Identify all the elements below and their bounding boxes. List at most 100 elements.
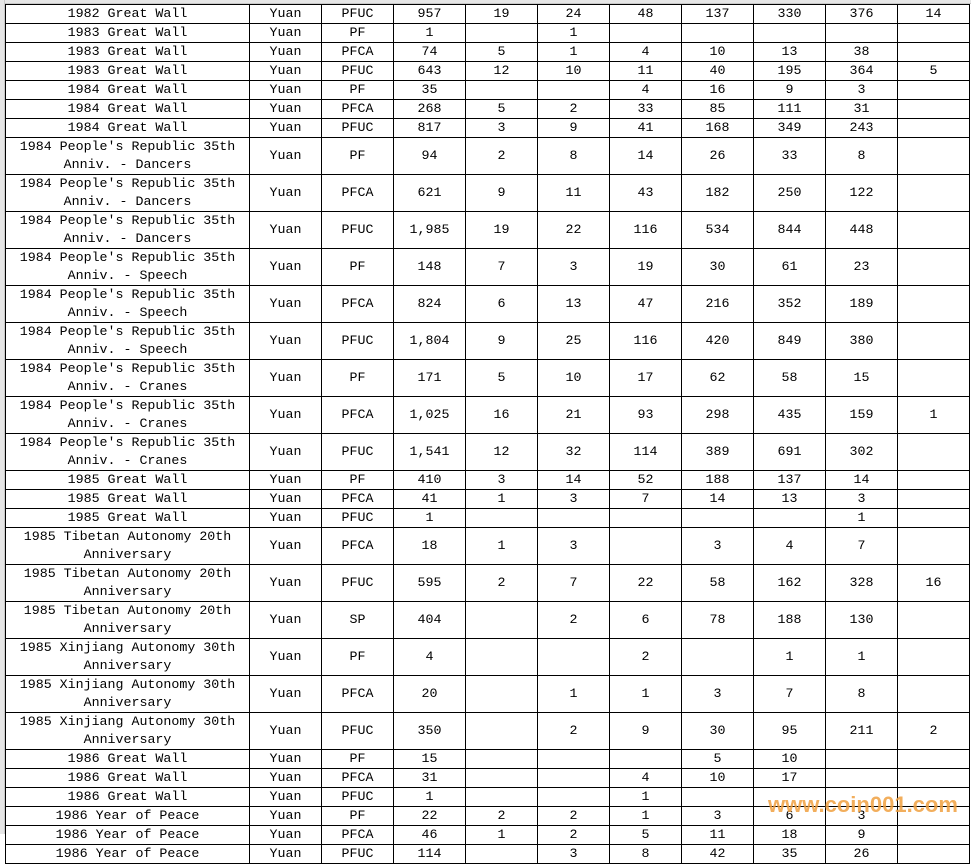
count-cell[interactable] — [753, 787, 826, 807]
count-cell[interactable]: 43 — [609, 174, 682, 212]
count-cell[interactable]: 32 — [537, 433, 610, 471]
count-cell[interactable]: 12 — [465, 61, 538, 81]
count-cell[interactable]: 1,985 — [393, 211, 466, 249]
currency-cell[interactable]: Yuan — [249, 806, 322, 826]
issue-name-cell[interactable]: 1984 People's Republic 35th Anniv. - Dan… — [5, 211, 250, 249]
count-cell[interactable] — [465, 23, 538, 43]
count-cell[interactable] — [897, 285, 970, 323]
count-cell[interactable]: 35 — [753, 844, 826, 864]
issue-name-cell[interactable]: 1984 People's Republic 35th Anniv. - Spe… — [5, 285, 250, 323]
issue-name-cell[interactable]: 1985 Tibetan Autonomy 20th Anniversary — [5, 527, 250, 565]
count-cell[interactable]: 46 — [393, 825, 466, 845]
count-cell[interactable]: 1 — [393, 508, 466, 528]
count-cell[interactable] — [465, 508, 538, 528]
count-cell[interactable]: 33 — [753, 137, 826, 175]
count-cell[interactable]: 7 — [609, 489, 682, 509]
count-cell[interactable]: 19 — [609, 248, 682, 286]
count-cell[interactable]: 1 — [825, 638, 898, 676]
count-cell[interactable]: 404 — [393, 601, 466, 639]
grade-cell[interactable]: PF — [321, 806, 394, 826]
grade-cell[interactable]: PFUC — [321, 211, 394, 249]
count-cell[interactable]: 41 — [609, 118, 682, 138]
count-cell[interactable]: 114 — [393, 844, 466, 864]
grade-cell[interactable]: PF — [321, 248, 394, 286]
grade-cell[interactable]: PFCA — [321, 99, 394, 119]
count-cell[interactable]: 2 — [897, 712, 970, 750]
count-cell[interactable] — [537, 787, 610, 807]
count-cell[interactable]: 9 — [825, 825, 898, 845]
grade-cell[interactable]: PF — [321, 638, 394, 676]
count-cell[interactable] — [465, 787, 538, 807]
count-cell[interactable]: 2 — [537, 825, 610, 845]
count-cell[interactable] — [465, 601, 538, 639]
count-cell[interactable]: 26 — [825, 844, 898, 864]
count-cell[interactable]: 6 — [465, 285, 538, 323]
issue-name-cell[interactable]: 1985 Xinjiang Autonomy 30th Anniversary — [5, 638, 250, 676]
count-cell[interactable] — [465, 749, 538, 769]
currency-cell[interactable]: Yuan — [249, 61, 322, 81]
count-cell[interactable]: 8 — [609, 844, 682, 864]
count-cell[interactable]: 48 — [609, 4, 682, 24]
count-cell[interactable]: 10 — [537, 61, 610, 81]
count-cell[interactable]: 5 — [465, 99, 538, 119]
count-cell[interactable]: 1 — [537, 23, 610, 43]
count-cell[interactable]: 171 — [393, 359, 466, 397]
count-cell[interactable]: 15 — [825, 359, 898, 397]
count-cell[interactable] — [897, 787, 970, 807]
currency-cell[interactable]: Yuan — [249, 844, 322, 864]
count-cell[interactable]: 16 — [681, 80, 754, 100]
issue-name-cell[interactable]: 1984 Great Wall — [5, 80, 250, 100]
count-cell[interactable]: 364 — [825, 61, 898, 81]
count-cell[interactable]: 1 — [609, 787, 682, 807]
count-cell[interactable]: 130 — [825, 601, 898, 639]
count-cell[interactable]: 268 — [393, 99, 466, 119]
grade-cell[interactable]: PF — [321, 359, 394, 397]
count-cell[interactable]: 116 — [609, 322, 682, 360]
count-cell[interactable]: 111 — [753, 99, 826, 119]
currency-cell[interactable]: Yuan — [249, 675, 322, 713]
grade-cell[interactable]: PF — [321, 80, 394, 100]
count-cell[interactable]: 159 — [825, 396, 898, 434]
count-cell[interactable]: 349 — [753, 118, 826, 138]
grade-cell[interactable]: PFUC — [321, 844, 394, 864]
count-cell[interactable]: 1,025 — [393, 396, 466, 434]
count-cell[interactable]: 3 — [825, 806, 898, 826]
count-cell[interactable]: 849 — [753, 322, 826, 360]
currency-cell[interactable]: Yuan — [249, 749, 322, 769]
count-cell[interactable]: 350 — [393, 712, 466, 750]
count-cell[interactable]: 40 — [681, 61, 754, 81]
count-cell[interactable]: 13 — [753, 42, 826, 62]
count-cell[interactable]: 3 — [681, 527, 754, 565]
count-cell[interactable] — [825, 768, 898, 788]
count-cell[interactable]: 3 — [825, 489, 898, 509]
currency-cell[interactable]: Yuan — [249, 80, 322, 100]
grade-cell[interactable]: PFUC — [321, 322, 394, 360]
count-cell[interactable]: 14 — [609, 137, 682, 175]
issue-name-cell[interactable]: 1984 Great Wall — [5, 99, 250, 119]
grade-cell[interactable]: PFCA — [321, 527, 394, 565]
count-cell[interactable] — [537, 508, 610, 528]
count-cell[interactable] — [537, 749, 610, 769]
count-cell[interactable]: 1 — [465, 489, 538, 509]
count-cell[interactable]: 1 — [609, 806, 682, 826]
count-cell[interactable]: 19 — [465, 4, 538, 24]
issue-name-cell[interactable]: 1984 Great Wall — [5, 118, 250, 138]
count-cell[interactable]: 435 — [753, 396, 826, 434]
count-cell[interactable] — [897, 359, 970, 397]
count-cell[interactable] — [897, 322, 970, 360]
count-cell[interactable] — [609, 508, 682, 528]
count-cell[interactable]: 420 — [681, 322, 754, 360]
count-cell[interactable]: 33 — [609, 99, 682, 119]
count-cell[interactable] — [753, 508, 826, 528]
currency-cell[interactable]: Yuan — [249, 211, 322, 249]
count-cell[interactable] — [897, 23, 970, 43]
count-cell[interactable]: 410 — [393, 470, 466, 490]
count-cell[interactable]: 5 — [465, 359, 538, 397]
count-cell[interactable]: 1 — [753, 638, 826, 676]
count-cell[interactable] — [825, 749, 898, 769]
issue-name-cell[interactable]: 1983 Great Wall — [5, 42, 250, 62]
count-cell[interactable]: 47 — [609, 285, 682, 323]
count-cell[interactable]: 1 — [825, 508, 898, 528]
count-cell[interactable]: 195 — [753, 61, 826, 81]
count-cell[interactable]: 14 — [897, 4, 970, 24]
